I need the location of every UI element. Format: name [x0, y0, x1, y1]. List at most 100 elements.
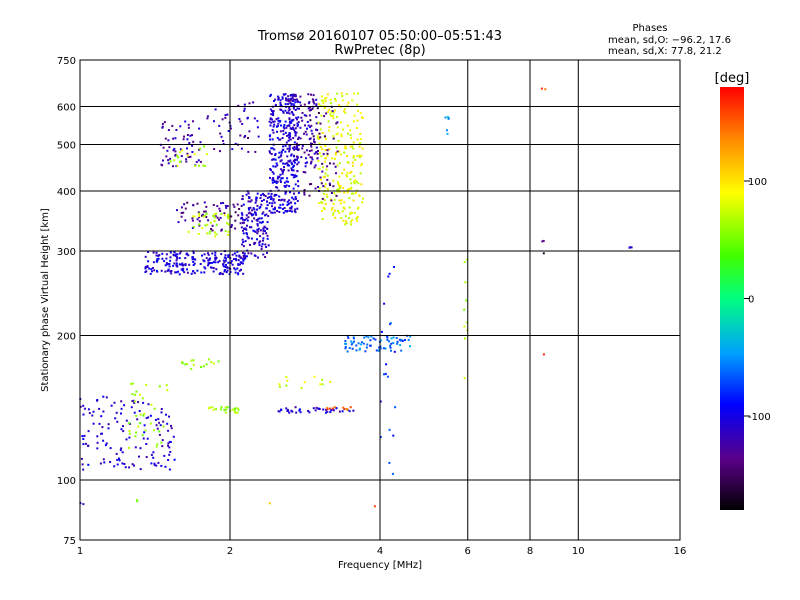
scatter-point: [347, 101, 350, 104]
scatter-point: [139, 422, 142, 425]
scatter-point: [325, 96, 328, 99]
scatter-point: [385, 363, 388, 366]
scatter-point: [390, 337, 393, 340]
scatter-point: [388, 340, 391, 343]
scatter-point: [230, 226, 233, 228]
scatter-point: [292, 103, 295, 106]
scatter-point: [344, 346, 347, 348]
scatter-point: [232, 258, 235, 261]
y-tick-label: 100: [57, 476, 76, 487]
scatter-point: [160, 411, 163, 414]
scatter-point: [218, 259, 221, 262]
scatter-point: [262, 229, 265, 232]
scatter-point: [176, 164, 179, 167]
scatter-point: [329, 411, 332, 414]
scatter-point: [323, 115, 326, 118]
scatter-point: [100, 415, 103, 418]
scatter-point: [349, 213, 352, 215]
scatter-point: [269, 134, 272, 137]
scatter-point: [239, 222, 242, 225]
scatter-point: [285, 141, 288, 144]
scatter-point: [274, 103, 277, 106]
scatter-point: [221, 273, 224, 276]
scatter-point: [138, 393, 141, 396]
scatter-point: [332, 212, 335, 215]
scatter-point: [292, 98, 295, 101]
scatter-point: [98, 407, 101, 410]
scatter-point: [280, 159, 283, 162]
scatter-point: [324, 183, 327, 186]
scatter-point: [175, 253, 178, 256]
scatter-point: [165, 262, 168, 265]
scatter-point: [288, 132, 291, 135]
scatter-point: [278, 176, 281, 179]
scatter-point: [219, 210, 222, 212]
scatter-point: [176, 154, 179, 157]
scatter-point: [322, 192, 325, 195]
scatter-point: [255, 199, 258, 202]
scatter-point: [240, 204, 243, 207]
scatter-point: [384, 372, 387, 375]
scatter-point: [346, 175, 348, 178]
scatter-point: [131, 400, 134, 403]
scatter-point: [194, 258, 197, 261]
scatter-point: [370, 335, 373, 338]
scatter-point: [138, 410, 141, 412]
scatter-point: [297, 136, 300, 139]
scatter-point: [145, 417, 148, 420]
scatter-point: [82, 413, 85, 416]
scatter-point: [191, 134, 193, 137]
scatter-point: [272, 177, 275, 179]
scatter-point: [335, 146, 338, 149]
scatter-point: [120, 447, 123, 450]
scatter-point: [241, 257, 244, 260]
scatter-point: [202, 164, 205, 167]
scatter-point: [319, 383, 322, 386]
scatter-point: [277, 119, 280, 122]
scatter-point: [193, 215, 196, 218]
scatter-point: [135, 414, 138, 417]
scatter-point: [403, 339, 406, 341]
scatter-point: [326, 410, 329, 413]
scatter-point: [389, 346, 392, 349]
scatter-point: [282, 148, 285, 151]
scatter-point: [245, 228, 248, 231]
scatter-point: [269, 169, 272, 171]
scatter-point: [261, 243, 264, 246]
scatter-point: [313, 166, 316, 169]
scatter-point: [186, 152, 189, 155]
scatter-point: [353, 182, 356, 185]
scatter-point: [308, 101, 311, 104]
scatter-point: [223, 214, 226, 217]
scatter-point: [233, 410, 236, 413]
scatter-point: [248, 102, 251, 105]
scatter-point: [239, 134, 242, 137]
scatter-point: [175, 165, 178, 168]
scatter-point: [128, 432, 131, 435]
scatter-point: [321, 218, 324, 220]
scatter-point: [290, 103, 293, 106]
scatter-point: [192, 359, 195, 362]
scatter-point: [266, 237, 269, 240]
scatter-point: [283, 124, 286, 126]
scatter-point: [246, 219, 249, 222]
scatter-point: [191, 144, 194, 147]
scatter-point: [388, 461, 391, 464]
scatter-point: [120, 407, 123, 410]
scatter-point: [276, 164, 279, 167]
scatter-point: [264, 226, 267, 229]
scatter-point: [352, 156, 355, 159]
scatter-point: [209, 257, 212, 260]
scatter-point: [160, 408, 163, 410]
scatter-point: [143, 424, 146, 427]
scatter-point: [295, 98, 298, 101]
scatter-point: [169, 160, 172, 163]
scatter-point: [244, 135, 247, 137]
colorbar: [720, 87, 744, 510]
scatter-point: [310, 142, 312, 145]
scatter-point: [273, 120, 276, 123]
scatter-point: [324, 135, 326, 138]
scatter-point: [279, 99, 282, 102]
scatter-point: [334, 209, 336, 212]
